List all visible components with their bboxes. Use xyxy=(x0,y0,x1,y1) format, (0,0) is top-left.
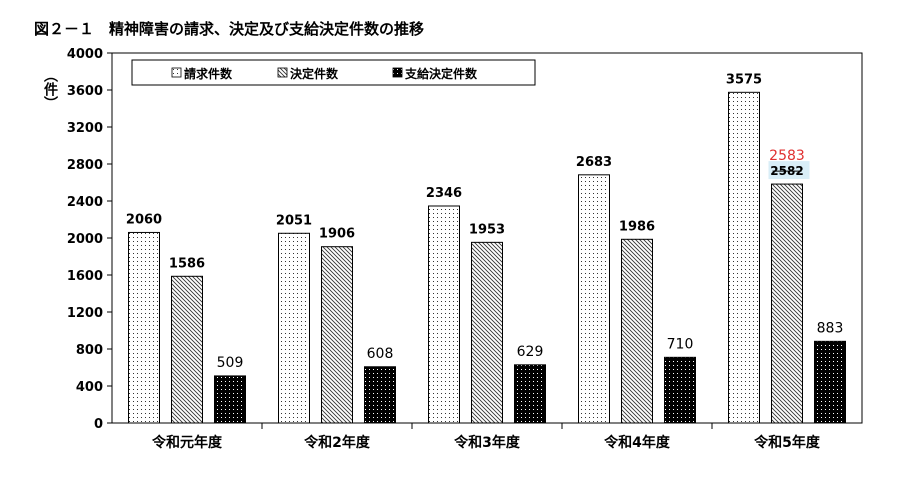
y-tick-label-2: 800 xyxy=(76,343,103,358)
data-label-0-2: 2346 xyxy=(426,186,462,201)
data-label-0-4: 3575 xyxy=(726,72,762,87)
legend-box xyxy=(131,59,536,86)
chart-title: 図２－１ 精神障害の請求、決定及び支給決定件数の推移 xyxy=(34,20,425,38)
bar-1-2 xyxy=(471,241,503,424)
data-label-1-1: 1906 xyxy=(319,227,355,242)
data-label-corrected: 2583 xyxy=(769,148,805,164)
bar-1-0 xyxy=(171,275,203,424)
y-tick-label-1: 400 xyxy=(76,380,103,395)
legend-swatch-0 xyxy=(171,67,182,78)
data-label-0-1: 2051 xyxy=(276,213,312,228)
y-tick-label-7: 2800 xyxy=(67,158,103,173)
x-category-label-4: 令和5年度 xyxy=(753,434,821,451)
bar-2-0 xyxy=(214,375,246,424)
data-label-0-0: 2060 xyxy=(126,212,162,227)
bar-2-1 xyxy=(364,366,396,424)
y-tick-label-6: 2400 xyxy=(67,195,103,210)
x-category-label-2: 令和3年度 xyxy=(453,434,521,451)
bar-0-3 xyxy=(578,174,610,424)
y-tick-label-0: 0 xyxy=(94,417,103,432)
legend-label-1: 決定件数 xyxy=(290,66,339,81)
legend-swatch-2 xyxy=(392,67,403,78)
data-label-2-2: 629 xyxy=(517,344,544,360)
x-category-label-3: 令和4年度 xyxy=(603,434,671,451)
y-tick-label-5: 2000 xyxy=(67,232,103,247)
bar-2-2 xyxy=(514,364,546,424)
bar-1-1 xyxy=(321,246,353,424)
y-tick-label-10: 4000 xyxy=(67,47,103,62)
y-tick-label-4: 1600 xyxy=(67,269,103,284)
legend-label-2: 支給決定件数 xyxy=(404,66,478,81)
y-tick-label-8: 3200 xyxy=(67,121,103,136)
data-label-1-0: 1586 xyxy=(169,256,205,271)
bar-0-0 xyxy=(128,231,160,424)
data-label-2-1: 608 xyxy=(367,346,394,362)
data-label-2-3: 710 xyxy=(667,336,694,352)
bar-2-3 xyxy=(664,356,696,424)
data-label-1-2: 1953 xyxy=(469,222,505,237)
y-axis-label: （件） xyxy=(42,68,59,110)
y-tick-label-9: 3600 xyxy=(67,84,103,99)
y-tick-label-3: 1200 xyxy=(67,306,103,321)
x-category-label-0: 令和元年度 xyxy=(151,434,223,451)
bar-1-4 xyxy=(771,183,803,424)
x-category-label-1: 令和2年度 xyxy=(303,434,371,451)
data-label-0-3: 2683 xyxy=(576,155,612,170)
bar-0-2 xyxy=(428,205,460,424)
bar-0-1 xyxy=(278,232,310,424)
data-label-2-0: 509 xyxy=(217,355,244,371)
bar-2-4 xyxy=(814,340,846,424)
bar-1-3 xyxy=(621,238,653,424)
legend-label-0: 請求件数 xyxy=(184,66,233,81)
data-label-2-4: 883 xyxy=(817,320,844,336)
bar-0-4 xyxy=(728,91,760,424)
correction-highlight xyxy=(768,161,810,180)
legend-swatch-1 xyxy=(277,67,288,78)
data-label-1-3: 1986 xyxy=(619,219,655,234)
